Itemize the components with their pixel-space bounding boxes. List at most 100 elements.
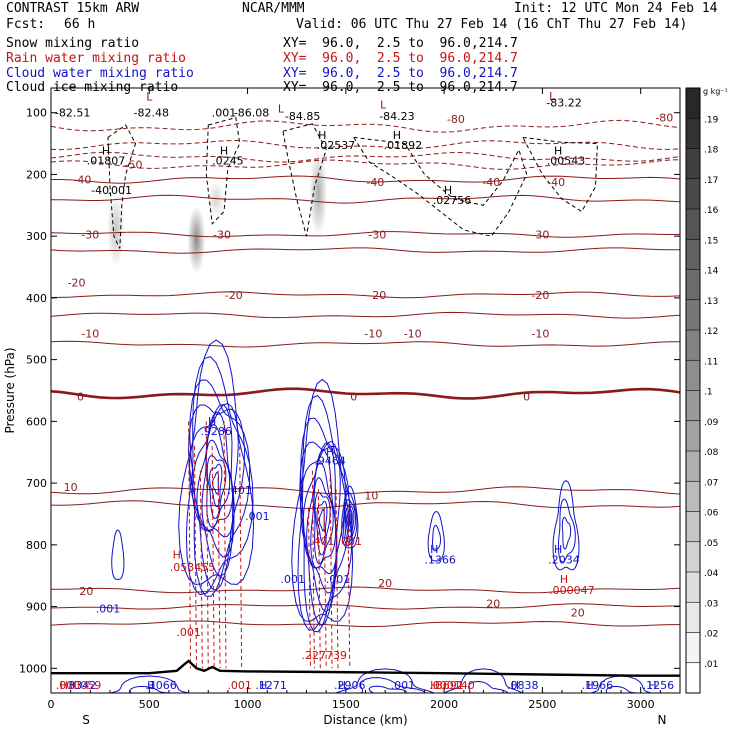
extremum-label-38: .227739 — [301, 649, 347, 662]
rain-contour-2 — [199, 470, 203, 669]
cloud-contour-a-4 — [188, 402, 239, 577]
extremum-label-7: L — [380, 98, 387, 111]
x-tick-label-1: 500 — [139, 698, 160, 711]
cloud-contour-a-9 — [206, 454, 227, 519]
temperature-label-25: -40 — [547, 176, 565, 189]
extremum-label-22: .02756 — [433, 194, 472, 207]
colorbar-tick-label-14: .15 — [704, 236, 718, 246]
extremum-label-8: -84.23 — [379, 110, 414, 123]
temperature-label-20: 20 — [486, 597, 500, 610]
extremum-label-56: .001 — [391, 679, 416, 692]
y-tick-label-7: 800 — [26, 539, 47, 552]
rain-contour-5 — [217, 470, 221, 669]
colorbar-tick-label-6: .07 — [704, 478, 718, 488]
cloud-contour-d-0 — [427, 510, 445, 562]
temperature-label-6: -20 — [68, 276, 86, 289]
end-label-south: S — [82, 713, 90, 727]
temperature-contour-16 — [51, 620, 680, 628]
extremum-label-17: H — [220, 145, 228, 158]
rain-contour-14 — [347, 507, 351, 669]
cloud-contour-a-3 — [187, 404, 246, 591]
extremum-label-32: .001 — [338, 535, 363, 548]
temperature-label-26: -80 — [447, 113, 465, 126]
temperature-label-0: -50 — [125, 159, 143, 172]
extremum-label-39: H — [430, 543, 438, 556]
extremum-label-12: .02537 — [317, 139, 356, 152]
y-tick-label-5: 600 — [26, 415, 47, 428]
colorbar-tick-label-9: .1 — [704, 388, 713, 398]
temperature-label-7: -20 — [225, 289, 243, 302]
x-tick-label-4: 2000 — [430, 698, 458, 711]
extremum-label-34: .001 — [326, 573, 351, 586]
temperature-contour-14 — [51, 586, 680, 594]
extremum-label-62: H — [585, 679, 593, 692]
rain-contour-9 — [311, 470, 315, 669]
temperature-label-22: 20 — [378, 577, 392, 590]
extremum-label-40: .1366 — [424, 553, 456, 566]
extremum-label-5: L — [278, 103, 285, 116]
temperature-contour-3 — [51, 159, 680, 170]
temperature-contour-8 — [51, 291, 680, 299]
ice-shade-1 — [187, 205, 206, 274]
extremum-label-41: H — [554, 543, 562, 556]
extremum-label-24: .001 — [108, 184, 133, 197]
temperature-contour-9 — [51, 311, 680, 319]
extremum-label-35: H — [173, 548, 181, 561]
extremum-label-43: H — [560, 573, 568, 586]
rain-contour-11 — [323, 507, 327, 669]
colorbar-bin-7 — [686, 299, 700, 331]
colorbar-tick-label-13: .14 — [704, 267, 719, 277]
extremum-label-63: .1966 — [582, 679, 614, 692]
extremum-label-20: .00543 — [547, 155, 586, 168]
extremum-label-23: -40 — [91, 184, 109, 197]
extremum-label-48: H — [60, 679, 68, 692]
cloud-contour-e-1 — [557, 498, 576, 563]
snow-contour-4 — [521, 136, 598, 213]
colorbar-tick-label-12: .13 — [704, 297, 718, 307]
cloud-contour-j-0 — [107, 675, 191, 693]
colorbar-bin-4 — [686, 209, 700, 240]
y-axis-label: Pressure (hPa) — [3, 347, 17, 433]
rain-contour-10 — [317, 489, 321, 669]
colorbar-bin-18 — [686, 632, 700, 664]
cloud-contour-a-0 — [178, 339, 255, 585]
forecast-label: Fcst: — [6, 17, 46, 32]
cloud-contour-d-1 — [431, 524, 441, 552]
cloud-contour-c-1 — [343, 491, 358, 547]
field-snow-xy: XY= 96.0, 2.5 to 96.0,214.7 — [283, 36, 518, 51]
colorbar-tick-label-1: .02 — [704, 630, 718, 640]
temperature-label-11: -10 — [364, 328, 382, 341]
snow-contour-1 — [205, 116, 241, 225]
cloud-contour-c-3 — [345, 505, 355, 538]
colorbar-tick-label-8: .09 — [704, 418, 719, 428]
temperature-label-5: -30 — [531, 228, 549, 241]
y-tick-label-4: 500 — [26, 354, 47, 367]
colorbar-tick-label-15: .16 — [704, 206, 719, 216]
cloud-contour-a-8 — [205, 439, 231, 529]
field-cloud-water-xy: XY= 96.0, 2.5 to 96.0,214.7 — [283, 66, 518, 81]
extremum-label-19: H — [554, 145, 562, 158]
temperature-label-8: -20 — [368, 289, 386, 302]
colorbar-bin-17 — [686, 602, 700, 633]
colorbar-tick-label-0: .01 — [704, 660, 718, 670]
forecast-hour: 66 h — [64, 17, 96, 32]
colorbar-bin-5 — [686, 239, 700, 270]
rain-contour-4 — [211, 446, 215, 669]
extremum-label-0: L — [146, 90, 153, 103]
colorbar-bin-1 — [686, 118, 700, 149]
extremum-label-30: .001 — [245, 510, 270, 523]
cloud-contour-f-0 — [111, 529, 125, 580]
colorbar-tick-label-2: .03 — [704, 599, 718, 609]
temperature-label-19: 20 — [79, 585, 93, 598]
end-label-north: N — [658, 713, 667, 727]
colorbar-unit: g kg⁻¹ — [703, 87, 728, 96]
temperature-contour-6 — [51, 231, 680, 238]
temperature-contour-4 — [51, 175, 680, 184]
cloud-contour-c-2 — [344, 499, 356, 543]
colorbar-tick-label-16: .17 — [704, 176, 718, 186]
center-name: NCAR/MMM — [242, 1, 305, 16]
temperature-label-15: 0 — [350, 391, 357, 404]
extremum-label-2: -82.48 — [134, 106, 169, 119]
cloud-contour-c-5 — [347, 514, 352, 526]
